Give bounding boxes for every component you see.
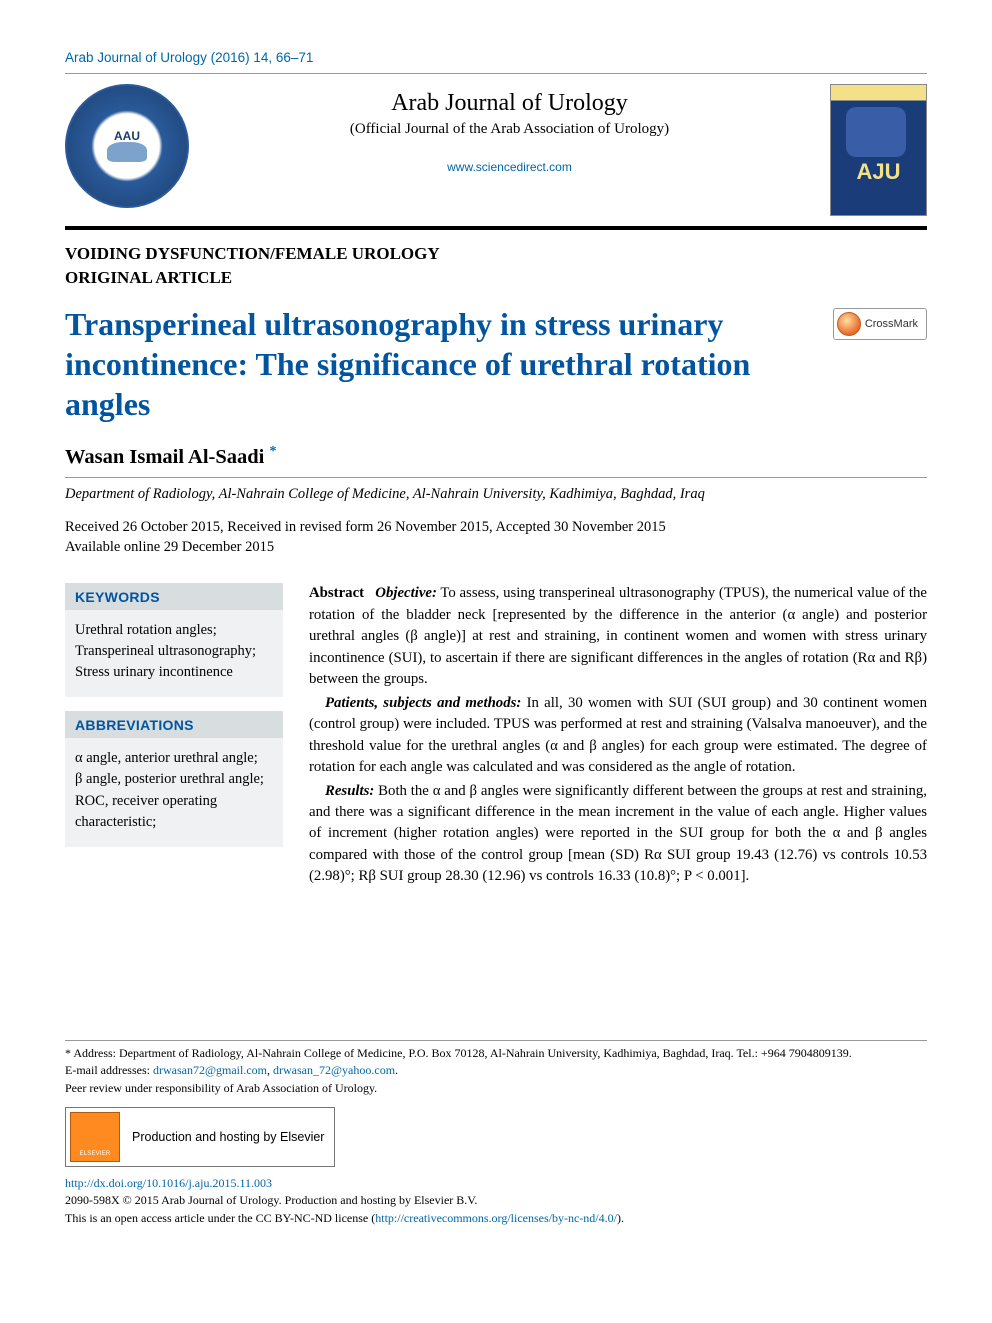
abstract-patients: Patients, subjects and methods: In all, … — [309, 693, 927, 779]
address-text: Address: Department of Radiology, Al-Nah… — [73, 1046, 851, 1060]
sidebar: KEYWORDS Urethral rotation angles; Trans… — [65, 583, 283, 889]
page: Arab Journal of Urology (2016) 14, 66–71… — [0, 0, 992, 1267]
abstract-objective: Abstract Objective: To assess, using tra… — [309, 583, 927, 690]
abstract-results: Results: Both the α and β angles were si… — [309, 781, 927, 888]
email-link-1[interactable]: drwasan72@gmail.com — [153, 1063, 267, 1077]
section-label-line1: VOIDING DYSFUNCTION/FEMALE UROLOGY — [65, 244, 927, 264]
author-name: Wasan Ismail Al-Saadi — [65, 446, 264, 468]
dates-line2: Available online 29 December 2015 — [65, 539, 274, 555]
journal-name: Arab Journal of Urology — [199, 90, 820, 117]
dates-line1: Received 26 October 2015, Received in re… — [65, 519, 666, 535]
journal-info: Arab Journal of Urology (Official Journa… — [189, 84, 830, 176]
footnotes: * Address: Department of Radiology, Al-N… — [65, 1040, 927, 1227]
divider — [65, 477, 927, 478]
crossmark-label: CrossMark — [865, 318, 918, 330]
email-link-2[interactable]: drwasan_72@yahoo.com — [273, 1063, 395, 1077]
keywords-head: KEYWORDS — [65, 583, 283, 610]
elsevier-text: Production and hosting by Elsevier — [132, 1128, 324, 1146]
divider — [65, 73, 927, 74]
objective-head: Objective: — [375, 585, 437, 601]
patients-head: Patients, subjects and methods: — [325, 695, 521, 711]
results-head: Results: — [325, 783, 374, 799]
journal-subtitle: (Official Journal of the Arab Associatio… — [199, 121, 820, 138]
peer-review-note: Peer review under responsibility of Arab… — [65, 1080, 927, 1097]
thick-divider — [65, 226, 927, 230]
affiliation: Department of Radiology, Al-Nahrain Coll… — [65, 486, 927, 503]
author-marker: * — [270, 444, 277, 459]
elsevier-hosting-box: Production and hosting by Elsevier — [65, 1107, 335, 1167]
site-link[interactable]: www.sciencedirect.com — [447, 160, 572, 174]
license-post: ). — [617, 1211, 624, 1225]
bottom-block: http://dx.doi.org/10.1016/j.aju.2015.11.… — [65, 1175, 927, 1227]
abbreviations-head: ABBREVIATIONS — [65, 711, 283, 738]
email-line: E-mail addresses: drwasan72@gmail.com, d… — [65, 1062, 927, 1079]
crossmark-icon — [837, 312, 861, 336]
article-title: Transperineal ultrasonography in stress … — [65, 304, 765, 424]
results-text: Both the α and β angles were significant… — [309, 783, 927, 885]
email-end: . — [395, 1063, 398, 1077]
crossmark-badge[interactable]: CrossMark — [833, 308, 927, 340]
abstract: Abstract Objective: To assess, using tra… — [309, 583, 927, 889]
aau-logo — [65, 84, 189, 208]
email-label: E-mail addresses: — [65, 1063, 153, 1077]
corresponding-address: * Address: Department of Radiology, Al-N… — [65, 1045, 927, 1062]
doi-link[interactable]: http://dx.doi.org/10.1016/j.aju.2015.11.… — [65, 1176, 272, 1190]
citation-header: Arab Journal of Urology (2016) 14, 66–71 — [65, 50, 927, 65]
abbreviations-body: α angle, anterior urethral angle; β angl… — [65, 738, 283, 846]
title-row: Transperineal ultrasonography in stress … — [65, 292, 927, 444]
license-pre: This is an open access article under the… — [65, 1211, 375, 1225]
elsevier-logo — [70, 1112, 120, 1162]
article-dates: Received 26 October 2015, Received in re… — [65, 517, 927, 558]
abstract-label: Abstract — [309, 585, 364, 601]
keywords-body: Urethral rotation angles; Transperineal … — [65, 610, 283, 697]
license-link[interactable]: http://creativecommons.org/licenses/by-n… — [375, 1211, 617, 1225]
section-label-line2: ORIGINAL ARTICLE — [65, 268, 927, 288]
author-line: Wasan Ismail Al-Saadi * — [65, 444, 927, 469]
masthead: Arab Journal of Urology (Official Journa… — [65, 84, 927, 216]
body-columns: KEYWORDS Urethral rotation angles; Trans… — [65, 583, 927, 889]
journal-cover-thumb — [830, 84, 927, 216]
copyright-line: 2090-598X © 2015 Arab Journal of Urology… — [65, 1193, 477, 1207]
